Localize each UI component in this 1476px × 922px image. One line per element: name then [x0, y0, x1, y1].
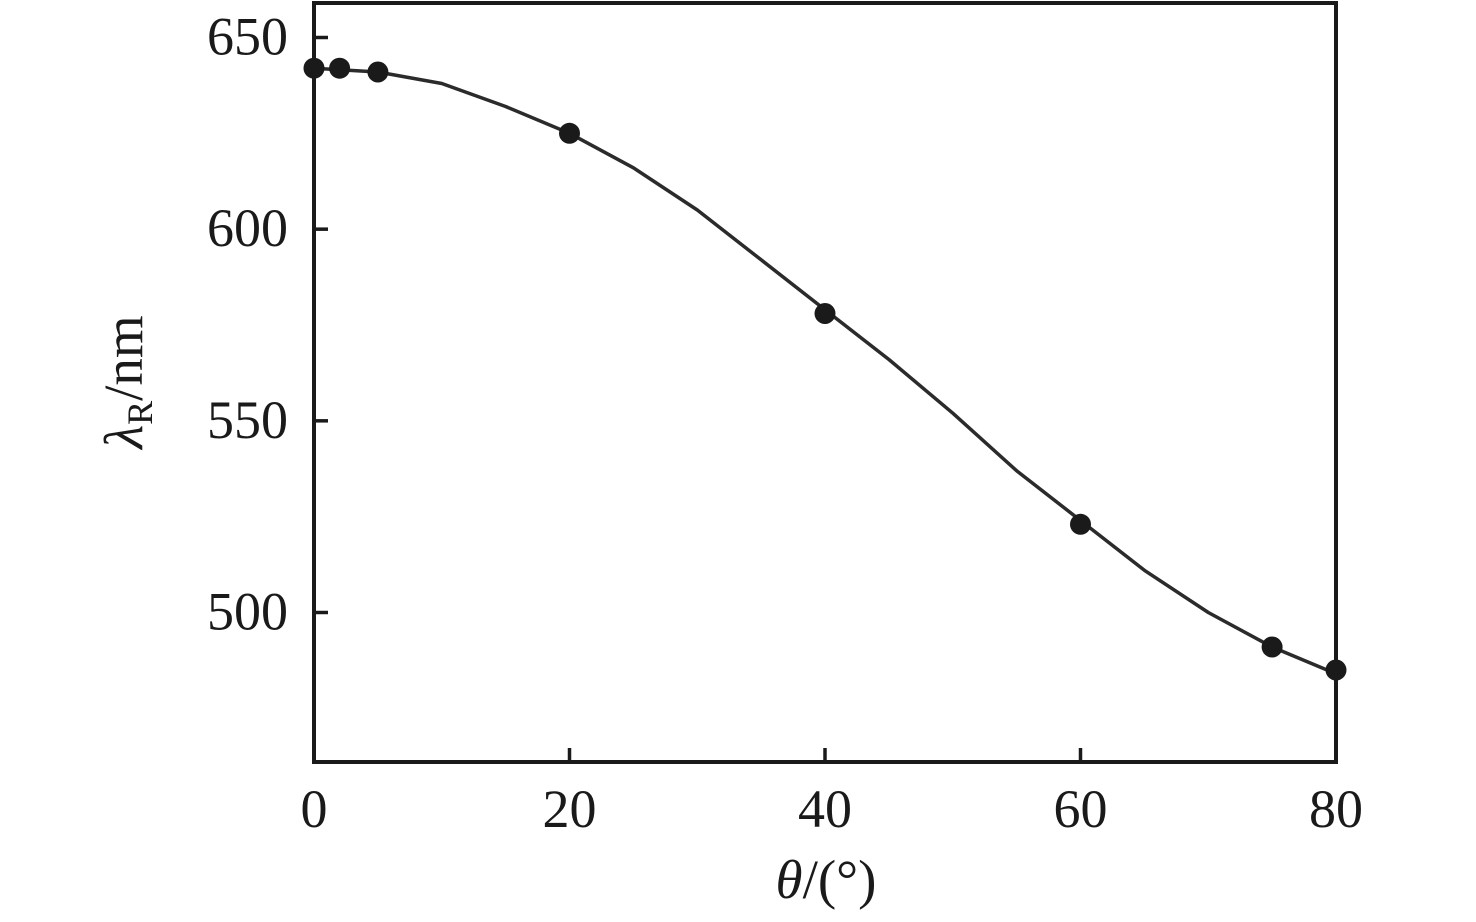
fit-curve-layer — [312, 66, 1338, 676]
y-tick-label: 550 — [207, 390, 288, 450]
y-tick-label: 600 — [207, 198, 288, 258]
y-axis-symbol: λ — [93, 425, 154, 451]
fit-curve-path — [312, 66, 1338, 676]
data-points-layer — [303, 57, 1347, 681]
x-axis-units: /(°) — [803, 849, 877, 910]
tick-labels-layer: 0 20 40 60 80 500 550 600 650 — [207, 7, 1363, 840]
y-axis-subscript: R — [120, 401, 160, 425]
y-tick-label: 650 — [207, 7, 288, 67]
x-tick-label: 40 — [798, 779, 852, 839]
data-point — [303, 57, 325, 79]
y-axis-units: /nm — [93, 315, 154, 401]
y-axis-label: λR/nm — [93, 315, 160, 450]
data-point — [1325, 659, 1347, 681]
data-point — [814, 303, 836, 324]
x-axis-symbol: θ — [776, 849, 803, 910]
x-tick-label: 0 — [301, 779, 328, 839]
plot-border — [312, 1, 1338, 764]
x-tick-label: 80 — [1309, 779, 1363, 839]
x-axis-label: θ/(°) — [776, 849, 877, 910]
y-tick-label: 500 — [207, 582, 288, 642]
data-point — [559, 122, 580, 144]
x-tick-label: 60 — [1054, 779, 1108, 839]
data-point — [1070, 513, 1091, 535]
data-point — [1261, 636, 1283, 658]
data-point — [367, 61, 389, 83]
x-tick-label: 20 — [543, 779, 597, 839]
axis-ticks-layer — [312, 35, 1338, 762]
data-point — [329, 57, 351, 79]
